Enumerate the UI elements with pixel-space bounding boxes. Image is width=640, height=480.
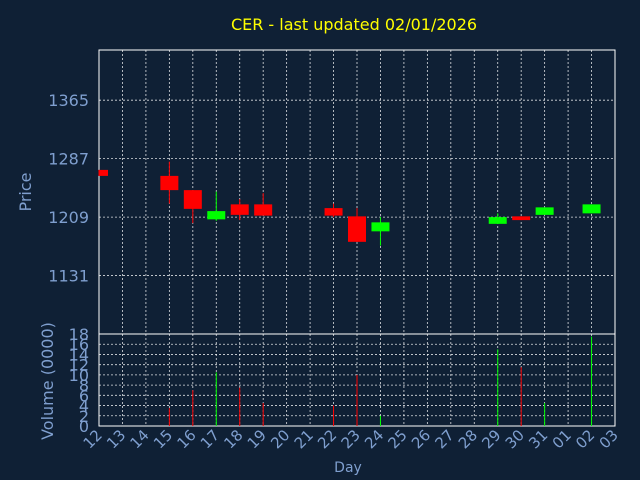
volume-bars — [168, 336, 593, 426]
candle-body — [254, 204, 273, 216]
x-tick-labels: 1213141516171819202122232425262728293031… — [80, 426, 622, 452]
candle-body — [488, 217, 507, 224]
candle-body — [535, 207, 554, 215]
x-tick-label: 30 — [502, 426, 528, 452]
candle-body — [207, 211, 226, 220]
volume-tick-label: 4 — [79, 397, 89, 416]
volume-tick-label: 14 — [69, 345, 89, 364]
candle-body — [371, 222, 390, 232]
x-tick-label: 01 — [549, 426, 575, 452]
x-tick-label: 27 — [431, 426, 457, 452]
volume-tick-label: 8 — [79, 376, 89, 395]
x-tick-label: 24 — [361, 426, 387, 452]
candle-body — [324, 208, 343, 216]
x-tick-label: 26 — [408, 426, 434, 452]
x-tick-label: 03 — [596, 426, 622, 452]
candle-body — [230, 204, 249, 215]
volume-tick-label: 2 — [79, 407, 89, 426]
x-tick-label: 20 — [267, 426, 293, 452]
volume-tick-label: 12 — [69, 356, 89, 375]
volume-tick-label: 0 — [79, 417, 89, 436]
chart-title: CER - last updated 02/01/2026 — [231, 15, 477, 34]
candle-body — [160, 175, 179, 191]
x-tick-label: 23 — [338, 426, 364, 452]
x-tick-label: 02 — [572, 426, 598, 452]
x-tick-label: 15 — [150, 426, 176, 452]
x-tick-label: 21 — [291, 426, 317, 452]
price-axis-label: Price — [16, 172, 35, 211]
candle-body — [348, 216, 366, 242]
x-tick-label: 16 — [173, 426, 199, 452]
x-tick-label: 17 — [197, 426, 223, 452]
price-grid — [99, 50, 615, 334]
candle-body — [512, 216, 531, 221]
price-tick-label: 1209 — [48, 208, 89, 227]
x-tick-label: 22 — [314, 426, 340, 452]
volume-tick-label: 10 — [69, 366, 89, 385]
price-tick-label: 1365 — [48, 91, 89, 110]
x-tick-label: 25 — [385, 426, 411, 452]
x-tick-label: 28 — [455, 426, 481, 452]
x-tick-label: 19 — [244, 426, 270, 452]
volume-tick-label: 6 — [79, 386, 89, 405]
price-tick-labels: 1131 1209 1287 1365 — [48, 91, 89, 285]
volume-axis-label: Volume (0000) — [38, 322, 57, 440]
price-tick-label: 1287 — [48, 150, 89, 169]
volume-tick-label: 18 — [69, 325, 89, 344]
x-axis-label: Day — [334, 460, 362, 476]
x-tick-label: 13 — [103, 426, 129, 452]
candles — [98, 161, 601, 246]
candle-body — [183, 190, 202, 209]
candle-body — [99, 169, 108, 176]
x-tick-label: 14 — [127, 426, 153, 452]
x-tick-label: 18 — [220, 426, 246, 452]
volume-tick-label: 16 — [69, 335, 89, 354]
price-tick-label: 1131 — [48, 267, 89, 286]
x-tick-label: 31 — [525, 426, 551, 452]
x-tick-label: 29 — [478, 426, 504, 452]
candle-body — [582, 204, 601, 214]
